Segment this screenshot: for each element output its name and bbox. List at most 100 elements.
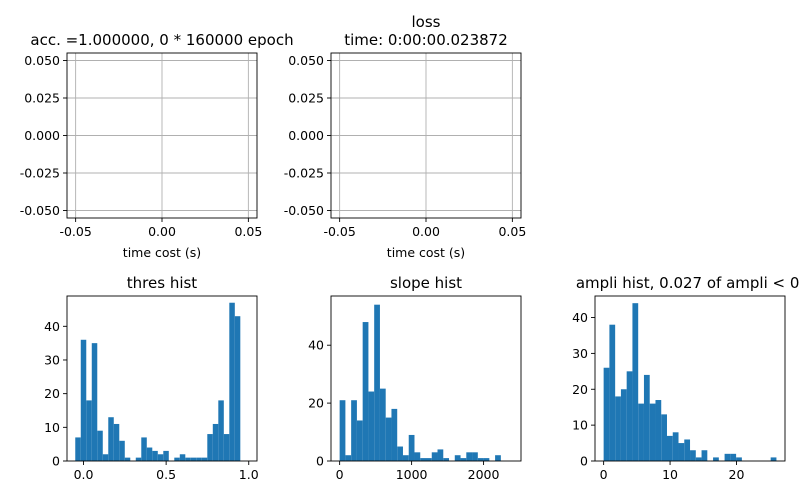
x-tick-label: 0	[336, 467, 344, 482]
hist-bar	[207, 434, 213, 461]
hist-bar	[174, 457, 180, 461]
x-axis-label: time cost (s)	[123, 245, 201, 260]
y-tick-label: 0.050	[24, 53, 60, 68]
x-tick-label: 1000	[396, 467, 428, 482]
hist-bar	[157, 454, 164, 461]
hist-bar	[119, 440, 125, 461]
hist-bar	[385, 417, 392, 461]
hist-bar	[701, 450, 708, 461]
hist-bar	[454, 455, 461, 461]
x-tick-label: 0.00	[412, 224, 440, 239]
hist-bar	[626, 371, 633, 461]
y-tick-label: -0.025	[20, 166, 60, 181]
hist-bar	[135, 457, 142, 461]
hist-bar	[770, 457, 777, 461]
y-tick-label: 0	[580, 454, 588, 469]
hist-bar	[185, 457, 191, 461]
chart-title: acc. =1.000000, 0 * 160000 epoch	[30, 31, 293, 49]
hist-bar	[690, 450, 696, 461]
y-tick-label: 20	[44, 386, 60, 401]
hist-bar	[472, 452, 478, 461]
hist-bar	[339, 400, 346, 461]
y-tick-label: 0.000	[24, 128, 60, 143]
hist-bar	[736, 457, 742, 461]
hist-bar	[678, 443, 685, 461]
hist-bar	[223, 434, 230, 461]
hist-bar	[684, 439, 691, 461]
x-tick-label: 20	[729, 467, 745, 482]
hist-bar	[108, 417, 114, 461]
y-tick-label: 0.000	[288, 128, 324, 143]
y-tick-label: 0	[52, 454, 60, 469]
x-tick-label: 1.0	[239, 467, 259, 482]
hist-bar	[362, 322, 369, 461]
hist-bar	[443, 458, 450, 461]
hist-bar	[477, 458, 484, 461]
hist-bar	[86, 400, 92, 461]
y-tick-label: 0	[316, 454, 324, 469]
y-tick-label: 10	[44, 420, 60, 435]
axes-frame	[594, 295, 786, 462]
hist-bar	[402, 455, 409, 461]
hist-bar	[414, 452, 421, 461]
x-tick-label: 10	[662, 467, 678, 482]
hist-bar	[620, 389, 627, 461]
chart-1: -0.05 0.00 0.05 -0.050 -0.025 0.000 0.025 0.050…	[20, 31, 294, 260]
x-tick-label: 2000	[468, 467, 500, 482]
y-tick-label: 0.050	[288, 53, 324, 68]
y-tick-label: 40	[572, 310, 588, 325]
y-tick-label: -0.050	[20, 203, 60, 218]
chart-4: 0 1000 2000 0 20 40 slope hist	[308, 274, 522, 482]
hist-bar	[460, 458, 467, 461]
hist-bar	[483, 458, 490, 461]
hist-bar	[638, 403, 644, 461]
x-tick-label: -0.05	[59, 224, 91, 239]
hist-bar	[190, 457, 197, 461]
axes-frame	[66, 295, 258, 462]
y-tick-label: 40	[44, 319, 60, 334]
y-tick-label: 20	[572, 382, 588, 397]
hist-bar	[356, 420, 363, 461]
hist-bar	[218, 400, 224, 461]
hist-bar	[124, 457, 131, 461]
hist-bar	[179, 454, 186, 461]
hist-bar	[672, 432, 679, 461]
hist-bar	[229, 302, 235, 461]
hist-bar	[368, 391, 375, 461]
y-tick-label: 20	[308, 396, 324, 411]
hist-bar	[234, 316, 241, 461]
hist-bar	[196, 457, 202, 461]
hist-bar	[141, 437, 147, 461]
hist-bar	[379, 388, 386, 461]
hist-bar	[495, 455, 501, 461]
y-tick-label: 0.025	[288, 91, 324, 106]
hist-bar	[152, 450, 158, 461]
chart-title: time: 0:00:00.023872	[344, 31, 508, 49]
hist-bar	[408, 434, 415, 461]
hist-bar	[655, 400, 662, 461]
hist-bar	[603, 367, 610, 461]
y-tick-label: 0.025	[24, 91, 60, 106]
hist-bar	[695, 457, 702, 461]
hist-bar	[391, 408, 398, 461]
chart-title: slope hist	[390, 274, 462, 292]
hist-bar	[730, 453, 737, 461]
hist-bar	[91, 343, 98, 461]
hist-bar	[661, 414, 667, 461]
x-tick-label: 0.00	[148, 224, 176, 239]
x-tick-label: 0.05	[234, 224, 262, 239]
hist-bar	[609, 324, 616, 461]
hist-bar	[649, 403, 656, 461]
hist-bar	[102, 454, 109, 461]
hist-bar	[643, 374, 650, 461]
hist-bar	[426, 458, 432, 461]
y-tick-label: -0.025	[284, 166, 324, 181]
y-tick-label: -0.050	[284, 203, 324, 218]
hist-bar	[212, 423, 219, 461]
hist-bar	[666, 435, 673, 461]
hist-bar	[374, 304, 380, 461]
hist-bar	[345, 455, 352, 461]
hist-bar	[724, 453, 731, 461]
hist-bar	[351, 400, 357, 461]
hist-bar	[615, 396, 621, 461]
